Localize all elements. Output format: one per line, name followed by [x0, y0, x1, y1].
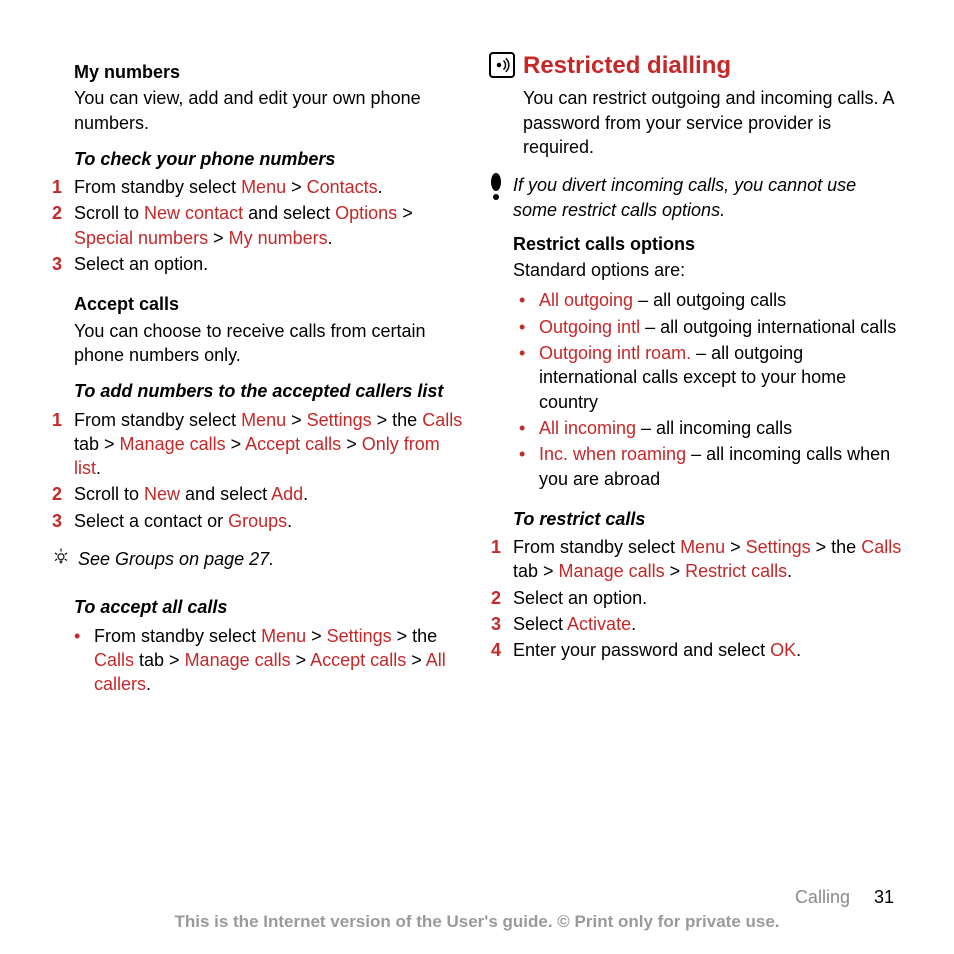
step-number: 1 [50, 408, 74, 481]
bullet-dot: • [519, 416, 539, 440]
subheading-restrict-calls: To restrict calls [489, 507, 904, 531]
restricted-dialling-icon [489, 52, 515, 78]
step-number: 1 [50, 175, 74, 199]
step: 2 Scroll to New and select Add. [50, 482, 465, 506]
step-number: 3 [50, 252, 74, 276]
bullet-dot: • [519, 288, 539, 312]
bullet-dot: • [74, 624, 94, 697]
body-restrict-options: Standard options are: [489, 258, 904, 282]
section-title: Restricted dialling [523, 50, 731, 82]
bullet-text: All incoming – all incoming calls [539, 416, 904, 440]
step: 1 From standby select Menu > Settings > … [50, 408, 465, 481]
tip-icon [52, 547, 78, 571]
page-number: 31 [874, 887, 894, 907]
step-text: Select a contact or Groups. [74, 509, 465, 533]
step-text: Select Activate. [513, 612, 904, 636]
manual-page: My numbers You can view, add and edit yo… [0, 0, 954, 954]
step-text: From standby select Menu > Contacts. [74, 175, 465, 199]
step: 4 Enter your password and select OK. [489, 638, 904, 662]
subheading-check-numbers: To check your phone numbers [50, 147, 465, 171]
tip-text: See Groups on page 27. [78, 547, 465, 571]
chapter-line: Calling 31 [0, 887, 954, 908]
step-number: 3 [50, 509, 74, 533]
bullet-text: Outgoing intl – all outgoing internation… [539, 315, 904, 339]
bullet-text: All outgoing – all outgoing calls [539, 288, 904, 312]
tip-row: See Groups on page 27. [50, 547, 465, 571]
chapter-name: Calling [795, 887, 850, 907]
subheading-accept-all: To accept all calls [50, 595, 465, 619]
step-number: 2 [50, 201, 74, 250]
step: 1 From standby select Menu > Settings > … [489, 535, 904, 584]
heading-accept-calls: Accept calls [50, 292, 465, 316]
step-number: 2 [50, 482, 74, 506]
restrict-options-list: •All outgoing – all outgoing calls •Outg… [489, 288, 904, 490]
step-number: 4 [489, 638, 513, 662]
signal-icon [493, 56, 511, 74]
step-text: From standby select Menu > Settings > th… [74, 408, 465, 481]
body-my-numbers: You can view, add and edit your own phon… [50, 86, 465, 135]
bullet-item: •Outgoing intl – all outgoing internatio… [519, 315, 904, 339]
steps-add-accepted: 1 From standby select Menu > Settings > … [50, 408, 465, 533]
heading-restrict-options: Restrict calls options [489, 232, 904, 256]
lightbulb-icon [52, 547, 70, 565]
bullet-text: Outgoing intl roam. – all outgoing inter… [539, 341, 904, 414]
heading-my-numbers: My numbers [50, 60, 465, 84]
step: 1 From standby select Menu > Contacts. [50, 175, 465, 199]
alert-text: If you divert incoming calls, you cannot… [513, 173, 904, 222]
bullet-item: •All outgoing – all outgoing calls [519, 288, 904, 312]
bullet-dot: • [519, 315, 539, 339]
step-number: 3 [489, 612, 513, 636]
two-column-layout: My numbers You can view, add and edit yo… [50, 50, 904, 699]
bullet-item: • From standby select Menu > Settings > … [74, 624, 465, 697]
steps-restrict-calls: 1 From standby select Menu > Settings > … [489, 535, 904, 662]
alert-icon [489, 173, 513, 222]
step-text: Scroll to New and select Add. [74, 482, 465, 506]
bullet-dot: • [519, 341, 539, 414]
step-text: Scroll to New contact and select Options… [74, 201, 465, 250]
step-text: Select an option. [513, 586, 904, 610]
step-text: From standby select Menu > Settings > th… [513, 535, 904, 584]
step: 3 Select an option. [50, 252, 465, 276]
step-number: 2 [489, 586, 513, 610]
exclamation-icon [489, 173, 503, 201]
step-text: Select an option. [74, 252, 465, 276]
step: 2 Select an option. [489, 586, 904, 610]
bullet-item: •Inc. when roaming – all incoming calls … [519, 442, 904, 491]
bullet-accept-all: • From standby select Menu > Settings > … [50, 624, 465, 697]
intro-text: You can restrict outgoing and incoming c… [489, 86, 904, 159]
section-title-row: Restricted dialling [489, 50, 904, 82]
subheading-add-accepted: To add numbers to the accepted callers l… [50, 379, 465, 403]
step-number: 1 [489, 535, 513, 584]
step: 3 Select a contact or Groups. [50, 509, 465, 533]
step-text: Enter your password and select OK. [513, 638, 904, 662]
bullet-item: •Outgoing intl roam. – all outgoing inte… [519, 341, 904, 414]
page-footer: Calling 31 This is the Internet version o… [0, 887, 954, 932]
step: 2 Scroll to New contact and select Optio… [50, 201, 465, 250]
right-column: Restricted dialling You can restrict out… [489, 50, 904, 699]
bullet-text: Inc. when roaming – all incoming calls w… [539, 442, 904, 491]
alert-row: If you divert incoming calls, you cannot… [489, 173, 904, 222]
step: 3 Select Activate. [489, 612, 904, 636]
body-accept-calls: You can choose to receive calls from cer… [50, 319, 465, 368]
steps-check-numbers: 1 From standby select Menu > Contacts. 2… [50, 175, 465, 276]
bullet-item: •All incoming – all incoming calls [519, 416, 904, 440]
disclaimer-text: This is the Internet version of the User… [0, 912, 954, 932]
bullet-dot: • [519, 442, 539, 491]
bullet-text: From standby select Menu > Settings > th… [94, 624, 465, 697]
left-column: My numbers You can view, add and edit yo… [50, 50, 465, 699]
